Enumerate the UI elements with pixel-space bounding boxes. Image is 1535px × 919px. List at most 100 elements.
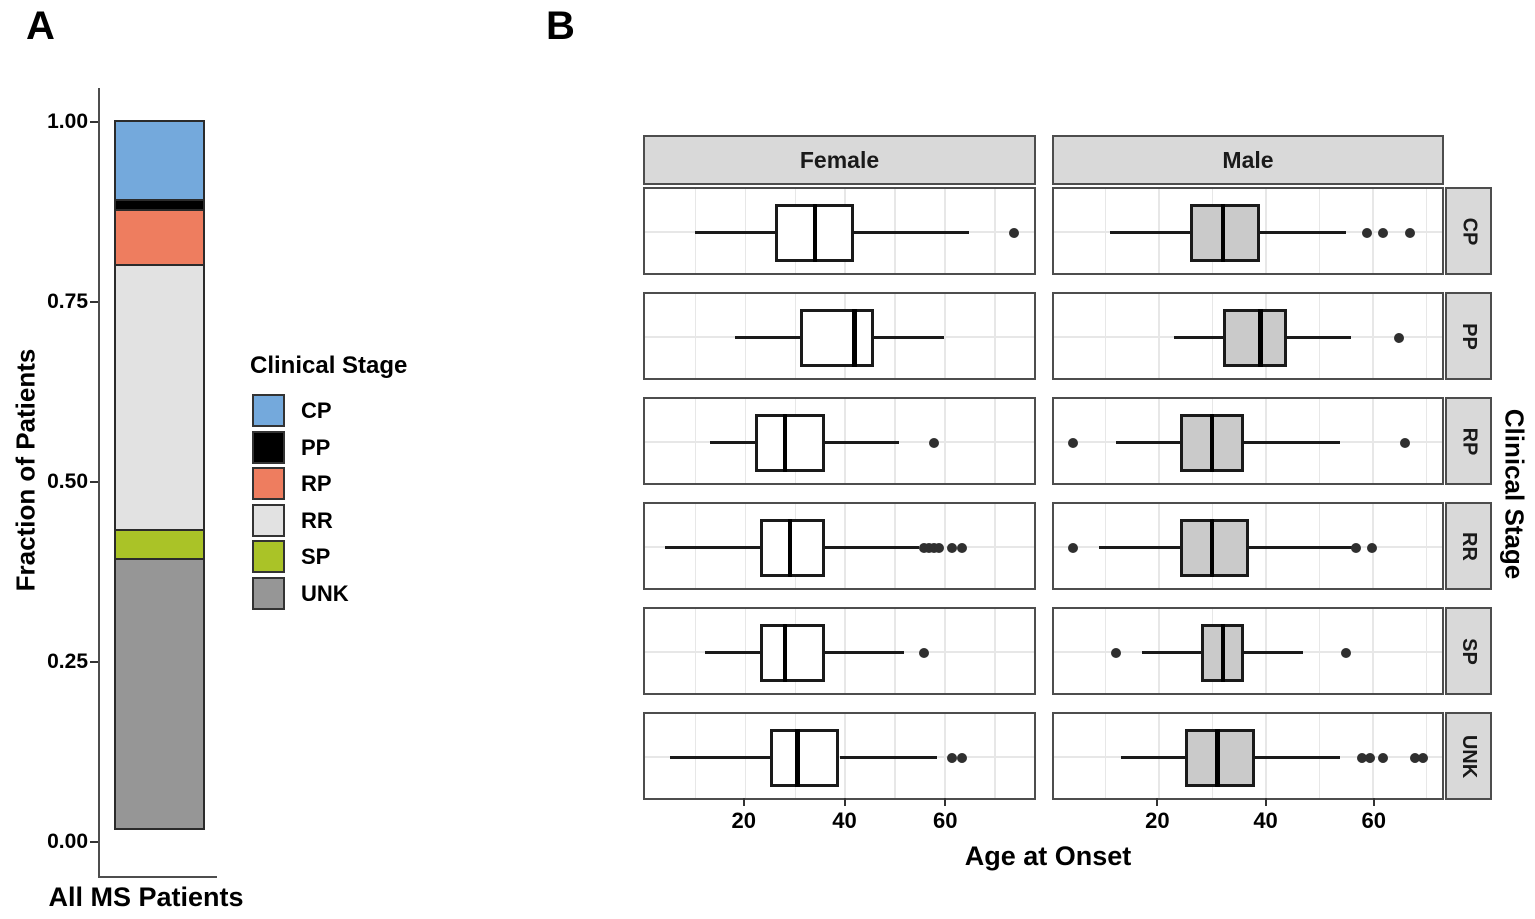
- legend-label-rp: RP: [301, 471, 332, 496]
- boxplot-panel-female-rr: [643, 502, 1036, 590]
- whisker-upper: [1249, 546, 1354, 549]
- panel-b-x-axis-title: Age at Onset: [964, 841, 1132, 871]
- whisker-upper: [1260, 231, 1346, 234]
- whisker-upper: [874, 336, 945, 339]
- legend-title: Clinical Stage: [250, 352, 408, 379]
- boxplot-panel-female-cp: [643, 187, 1036, 275]
- box-iqr: [799, 309, 875, 367]
- y-tick-mark: [90, 121, 98, 123]
- median-line: [1258, 309, 1263, 367]
- legend-label-rr: RR: [301, 507, 333, 533]
- legend-label-unk: UNK: [301, 580, 349, 606]
- bar-segment-rr: [114, 263, 205, 531]
- legend-label-cp: CP: [301, 398, 332, 423]
- x-tick-mark: [1372, 798, 1375, 806]
- bar-segment-rp: [114, 208, 205, 266]
- outlier-point: [919, 648, 930, 658]
- legend-swatch-rr: [252, 503, 285, 537]
- facet-column-header-female: Female: [643, 135, 1036, 185]
- y-tick-mark: [90, 481, 98, 483]
- stacked-bar-all-ms-patients: [114, 120, 205, 842]
- facet-column-header-female-text: Female: [799, 146, 880, 173]
- boxplot-panel-female-rp: [643, 397, 1036, 485]
- y-tick-label: 0.50: [47, 470, 88, 493]
- facet-column-header-male: Male: [1052, 135, 1444, 185]
- x-tick-mark: [843, 798, 846, 806]
- outlier-point: [956, 543, 967, 553]
- whisker-upper: [1243, 441, 1341, 444]
- outlier-point: [1378, 228, 1389, 238]
- box-iqr: [1179, 519, 1250, 577]
- facet-row-strip-pp: PP: [1445, 292, 1492, 380]
- facet-row-strip-label: SP: [1458, 637, 1480, 665]
- facet-row-strip-cp: CP: [1445, 187, 1492, 275]
- legend-swatch-cp: [252, 394, 285, 427]
- median-line: [1209, 414, 1215, 472]
- legend-label-sp: SP: [301, 544, 331, 569]
- bar-segment-unk: [114, 557, 205, 830]
- whisker-lower: [669, 756, 770, 759]
- whisker-lower: [694, 231, 775, 234]
- median-line: [1209, 519, 1215, 577]
- x-tick-label: 40: [832, 808, 857, 833]
- facet-row-strip-unk: UNK: [1445, 712, 1492, 800]
- outlier-point: [1009, 228, 1020, 238]
- y-tick-label: 0.75: [47, 290, 88, 313]
- whisker-upper: [824, 441, 900, 444]
- y-tick-label: 0.00: [47, 830, 88, 853]
- outlier-point: [956, 753, 967, 763]
- x-tick-mark: [944, 798, 947, 806]
- x-tick-label: 60: [933, 808, 958, 833]
- median-line: [812, 204, 818, 262]
- boxplot-panel-male-pp: [1052, 292, 1444, 380]
- whisker-upper: [1243, 651, 1303, 654]
- boxplot-panel-male-cp: [1052, 187, 1444, 275]
- whisker-lower: [1174, 336, 1223, 339]
- box-iqr: [1185, 729, 1255, 787]
- whisker-lower: [709, 441, 755, 444]
- facet-row-strip-label: UNK: [1458, 734, 1480, 778]
- outlier-point: [1356, 753, 1367, 763]
- whisker-lower: [1110, 231, 1191, 234]
- outlier-point: [1410, 753, 1421, 763]
- box-iqr: [1222, 309, 1287, 367]
- median-line: [1220, 624, 1226, 682]
- legend-swatch-pp: [252, 430, 285, 464]
- y-tick-mark: [90, 841, 98, 843]
- median-line: [852, 309, 857, 367]
- facet-row-strip-sp: SP: [1445, 607, 1492, 695]
- box-iqr: [754, 414, 825, 472]
- x-tick-mark: [742, 798, 745, 806]
- boxplot-panel-male-rr: [1052, 502, 1444, 590]
- legend-label-pp: PP: [301, 434, 331, 460]
- outlier-point: [1351, 543, 1362, 553]
- x-tick-label: 20: [1145, 808, 1170, 833]
- whisker-lower: [1099, 546, 1180, 549]
- outlier-point: [1067, 543, 1078, 553]
- x-tick-label: 40: [1253, 808, 1278, 833]
- box-iqr: [1190, 204, 1261, 262]
- median-line: [782, 414, 788, 472]
- facet-column-header-male-text: Male: [1222, 146, 1274, 173]
- whisker-lower: [664, 546, 760, 549]
- panel-b-row-axis-title: Clinical Stage: [1499, 408, 1530, 580]
- whisker-lower: [704, 651, 760, 654]
- legend-swatch-sp: [252, 540, 285, 573]
- boxplot-panel-female-sp: [643, 607, 1036, 695]
- boxplot-panel-female-pp: [643, 292, 1036, 380]
- outlier-point: [1364, 753, 1375, 763]
- median-line: [795, 729, 800, 787]
- median-line: [1215, 729, 1220, 787]
- whisker-upper: [839, 756, 937, 759]
- whisker-lower: [1115, 441, 1180, 444]
- outlier-point: [1394, 333, 1405, 343]
- median-line: [782, 624, 788, 682]
- facet-row-strip-label: CP: [1457, 217, 1480, 245]
- whisker-upper: [824, 651, 905, 654]
- x-tick-mark: [1156, 798, 1159, 806]
- outlier-point: [946, 753, 957, 763]
- boxplot-panel-female-unk: [643, 712, 1036, 800]
- legend-swatch-unk: [252, 576, 285, 610]
- y-tick-label: 1.00: [47, 110, 88, 133]
